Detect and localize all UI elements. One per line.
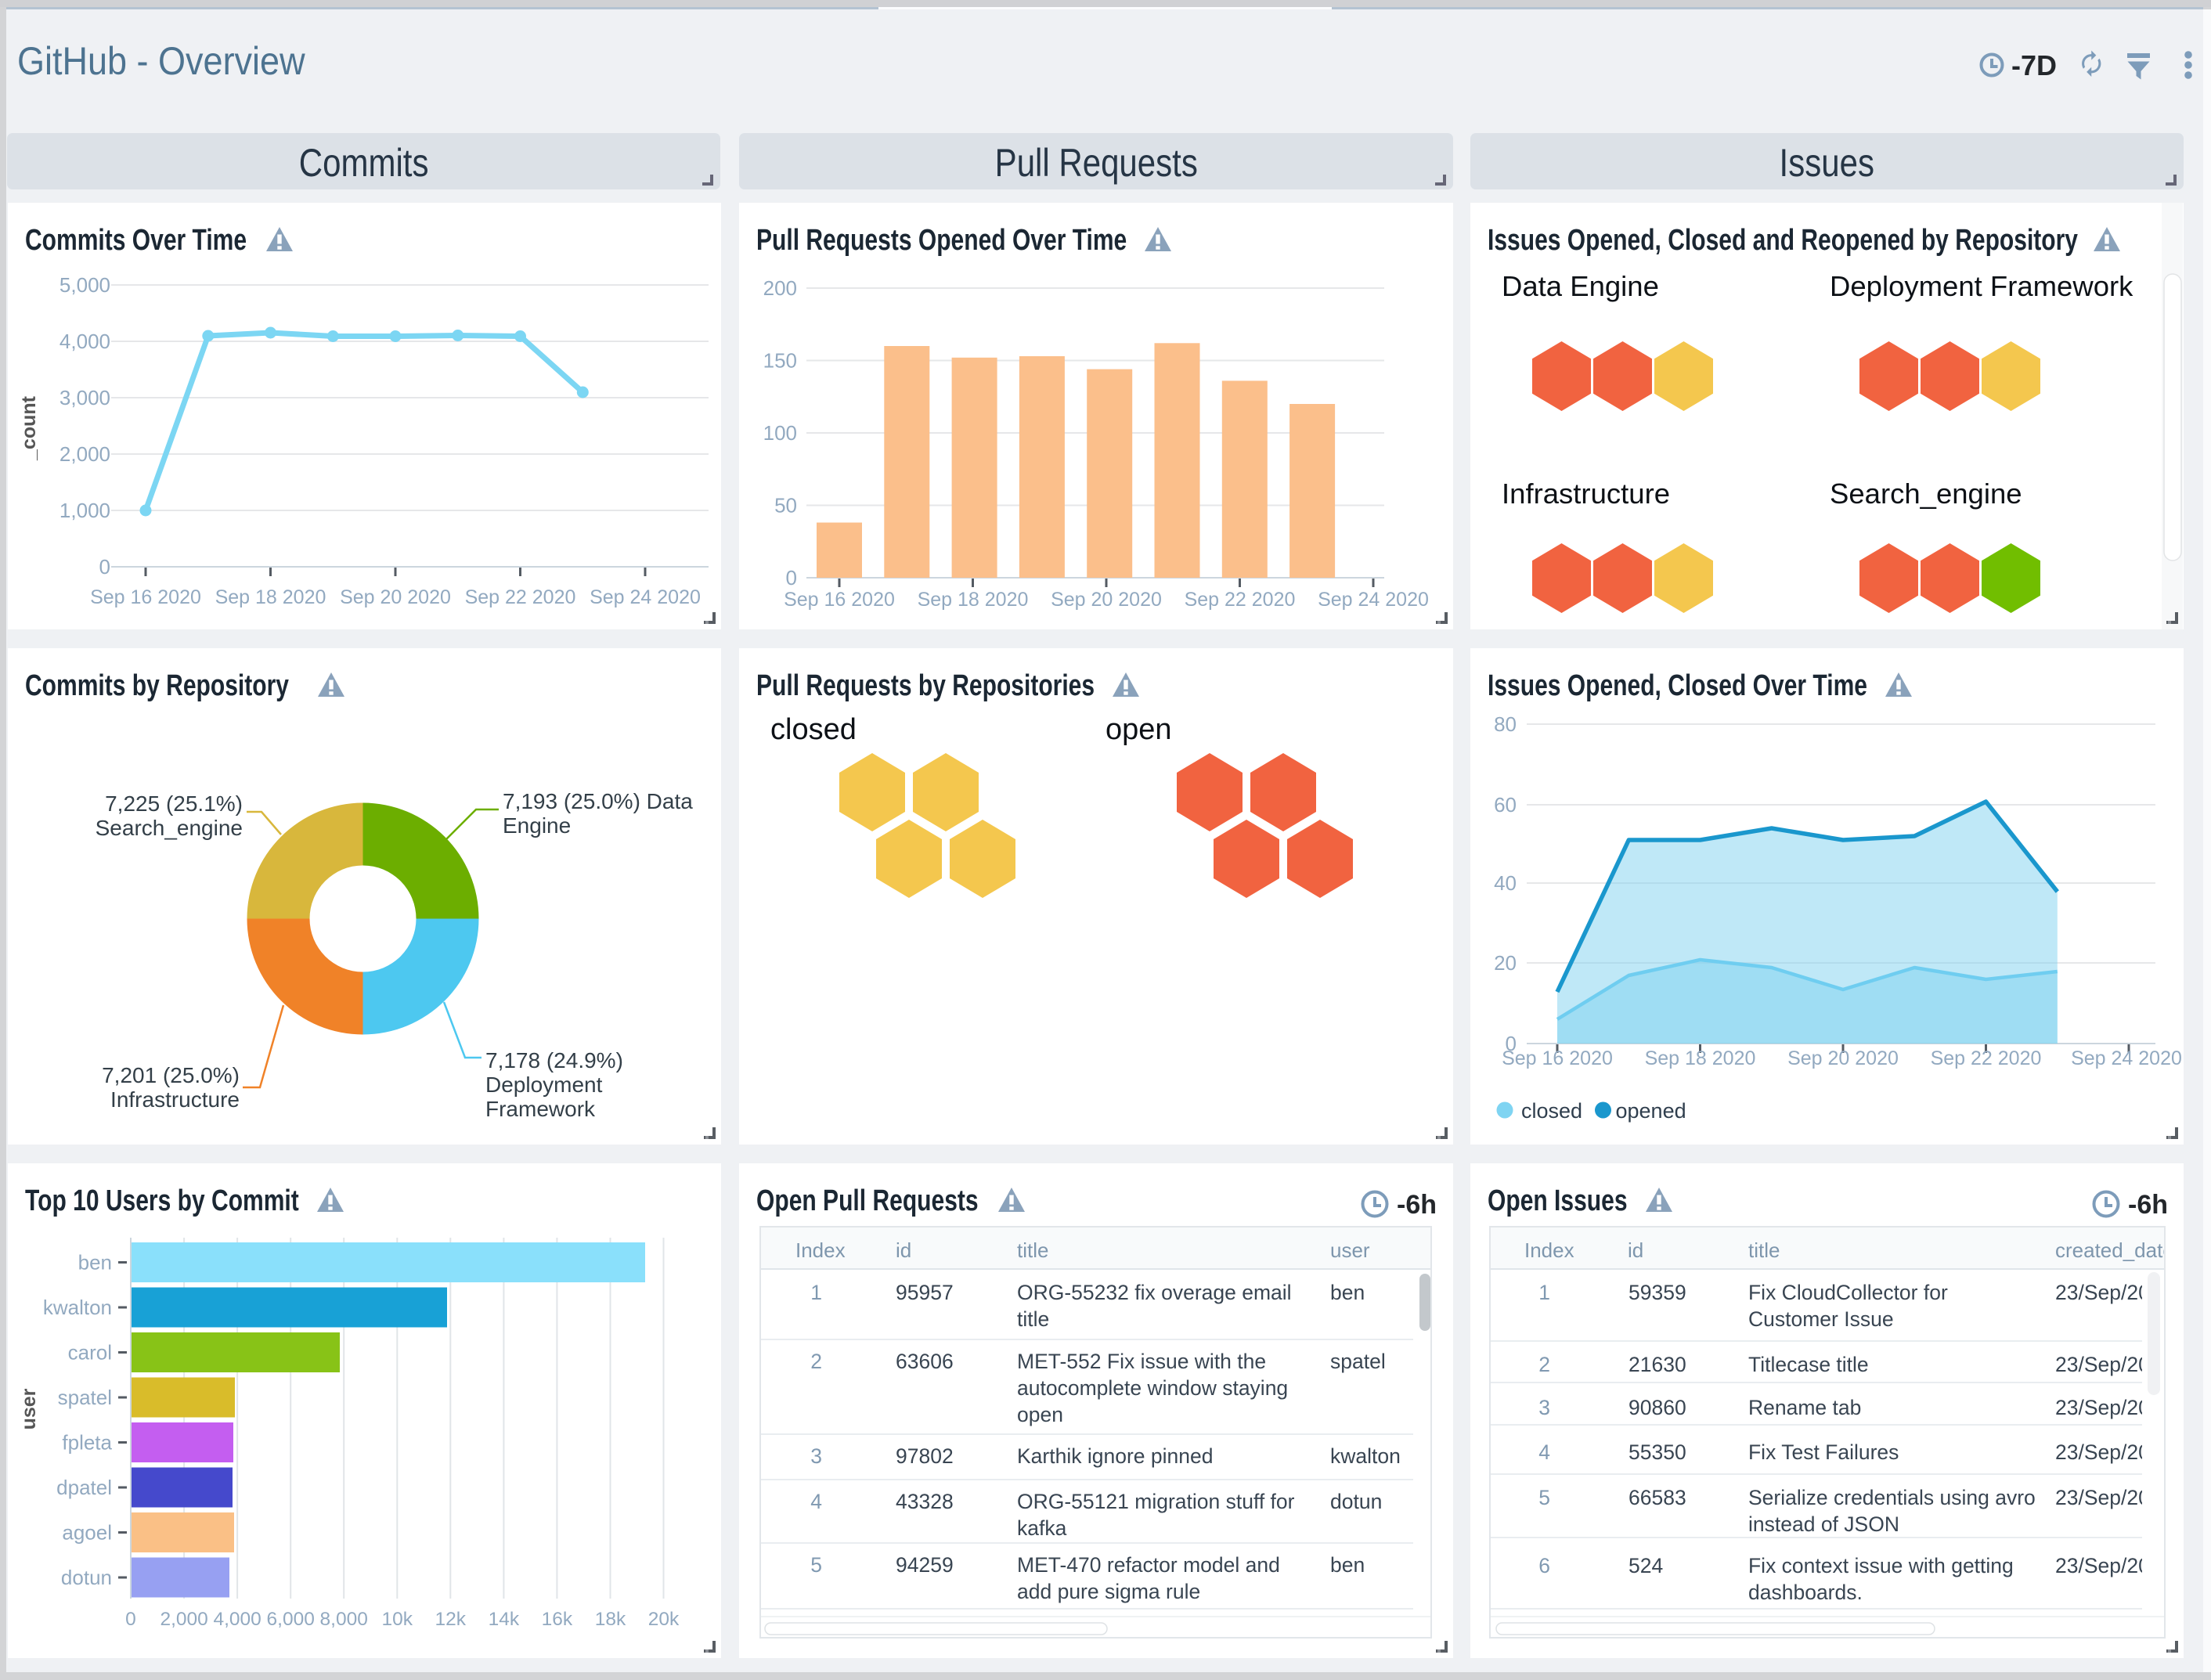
- svg-text:3,000: 3,000: [60, 386, 110, 409]
- svg-text:ben: ben: [78, 1251, 112, 1274]
- svg-text:Infrastructure: Infrastructure: [1502, 478, 1670, 510]
- svg-text:40: 40: [1494, 871, 1517, 895]
- svg-text:Sep 24 2020: Sep 24 2020: [1318, 589, 1429, 611]
- svg-text:Sep 20 2020: Sep 20 2020: [1051, 589, 1162, 611]
- svg-text:2,000: 2,000: [160, 1609, 207, 1630]
- svg-text:20: 20: [1494, 951, 1517, 975]
- svg-text:0: 0: [786, 566, 797, 589]
- svg-text:_count: _count: [18, 395, 40, 461]
- svg-text:open: open: [1106, 713, 1172, 746]
- svg-text:7,178 (24.9%): 7,178 (24.9%): [485, 1048, 623, 1073]
- svg-text:Sep 24 2020: Sep 24 2020: [2071, 1047, 2182, 1069]
- svg-text:-7D: -7D: [2011, 49, 2057, 81]
- svg-text:5,000: 5,000: [60, 273, 110, 297]
- svg-text:Search_engine: Search_engine: [96, 816, 243, 840]
- svg-text:Sep 20 2020: Sep 20 2020: [1787, 1047, 1899, 1069]
- svg-text:Deployment: Deployment: [485, 1073, 603, 1097]
- svg-text:200: 200: [763, 276, 797, 300]
- svg-text:20k: 20k: [648, 1609, 680, 1630]
- svg-text:18k: 18k: [595, 1609, 626, 1630]
- svg-text:1,000: 1,000: [60, 499, 110, 522]
- svg-text:fpleta: fpleta: [62, 1431, 112, 1455]
- svg-text:7,201 (25.0%): 7,201 (25.0%): [102, 1063, 240, 1087]
- svg-text:80: 80: [1494, 712, 1517, 736]
- svg-text:0: 0: [99, 555, 110, 579]
- svg-text:10k: 10k: [382, 1609, 413, 1630]
- svg-text:2,000: 2,000: [60, 442, 110, 466]
- svg-text:100: 100: [763, 421, 797, 445]
- svg-text:Sep 16 2020: Sep 16 2020: [1502, 1047, 1613, 1069]
- svg-text:opened: opened: [1616, 1099, 1686, 1123]
- svg-text:60: 60: [1494, 793, 1517, 817]
- svg-text:7,193 (25.0%) Data: 7,193 (25.0%) Data: [503, 789, 693, 813]
- svg-text:Sep 22 2020: Sep 22 2020: [465, 586, 576, 608]
- svg-text:Sep 16 2020: Sep 16 2020: [784, 589, 895, 611]
- svg-text:Sep 22 2020: Sep 22 2020: [1185, 589, 1296, 611]
- svg-text:Infrastructure: Infrastructure: [110, 1087, 240, 1112]
- svg-text:agoel: agoel: [62, 1521, 112, 1545]
- svg-text:Sep 22 2020: Sep 22 2020: [1931, 1047, 2042, 1069]
- svg-text:150: 150: [763, 349, 797, 373]
- svg-text:12k: 12k: [435, 1609, 467, 1630]
- svg-text:16k: 16k: [542, 1609, 573, 1630]
- svg-text:-6h: -6h: [2128, 1190, 2168, 1220]
- svg-text:user: user: [18, 1388, 40, 1429]
- svg-text:14k: 14k: [489, 1609, 520, 1630]
- svg-text:8,000: 8,000: [320, 1609, 368, 1630]
- svg-text:Sep 18 2020: Sep 18 2020: [1645, 1047, 1756, 1069]
- svg-text:dotun: dotun: [61, 1566, 112, 1589]
- svg-text:50: 50: [774, 494, 797, 517]
- svg-text:Data Engine: Data Engine: [1502, 270, 1659, 302]
- svg-text:closed: closed: [770, 713, 857, 746]
- svg-text:Search_engine: Search_engine: [1830, 478, 2022, 510]
- svg-text:7,225 (25.1%): 7,225 (25.1%): [105, 791, 243, 816]
- svg-text:0: 0: [125, 1609, 136, 1630]
- svg-text:Sep 20 2020: Sep 20 2020: [340, 586, 451, 608]
- svg-text:0: 0: [1506, 1032, 1517, 1055]
- svg-text:-6h: -6h: [1397, 1190, 1437, 1220]
- svg-text:closed: closed: [1521, 1099, 1582, 1123]
- svg-text:dpatel: dpatel: [56, 1476, 112, 1499]
- svg-text:6,000: 6,000: [267, 1609, 315, 1630]
- svg-text:carol: carol: [68, 1341, 112, 1365]
- svg-text:4,000: 4,000: [60, 330, 110, 353]
- svg-text:Engine: Engine: [503, 813, 571, 838]
- svg-text:Sep 16 2020: Sep 16 2020: [90, 586, 201, 608]
- svg-text:Sep 18 2020: Sep 18 2020: [215, 586, 326, 608]
- svg-text:Framework: Framework: [485, 1097, 596, 1121]
- svg-text:Deployment Framework: Deployment Framework: [1830, 270, 2133, 302]
- svg-text:kwalton: kwalton: [43, 1296, 112, 1319]
- svg-text:Sep 18 2020: Sep 18 2020: [918, 589, 1029, 611]
- svg-text:Sep 24 2020: Sep 24 2020: [590, 586, 701, 608]
- svg-text:spatel: spatel: [58, 1386, 112, 1409]
- svg-text:4,000: 4,000: [213, 1609, 261, 1630]
